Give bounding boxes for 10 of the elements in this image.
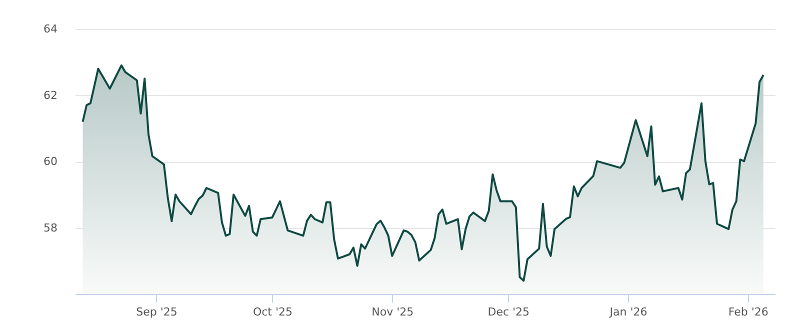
- x-tick-label: Feb '26: [728, 306, 768, 318]
- x-tick-label: Dec '25: [488, 306, 530, 318]
- y-tick-label: 62: [44, 88, 58, 102]
- x-tick-label: Sep '25: [136, 306, 178, 318]
- y-tick-label: 58: [44, 221, 58, 234]
- y-tick-label: 60: [44, 155, 58, 168]
- x-tick-label: Nov '25: [372, 306, 414, 318]
- y-tick-label: 64: [44, 22, 58, 36]
- x-tick-label: Jan '26: [608, 306, 648, 318]
- x-tick-label: Oct '25: [252, 306, 293, 318]
